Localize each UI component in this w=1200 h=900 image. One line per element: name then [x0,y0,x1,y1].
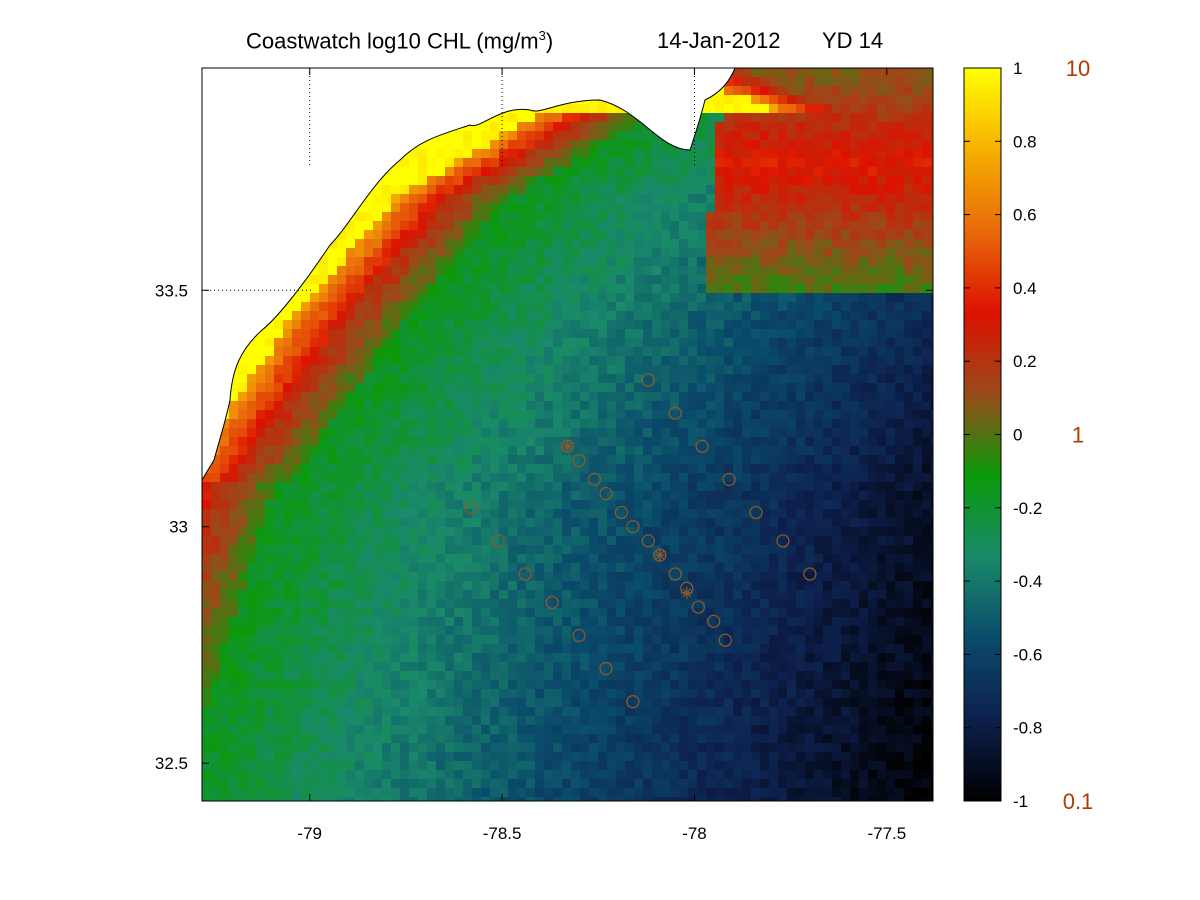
station-marker [641,534,655,548]
x-tick-label: -77.5 [867,824,906,843]
title-date: 14-Jan-2012 [657,28,781,53]
station-star-marker [653,549,666,562]
colorbar-linear-label: 1 [1072,423,1084,448]
station-marker [518,567,532,581]
colorbar-linear-labels: 10 1 0.1 [1063,56,1094,814]
station-marker [626,520,640,534]
colorbar-tick-label: -0.4 [1013,572,1042,591]
colorbar-ticks: 1 0.8 0.6 0.4 0.2 0 -0.2 -0.4 -0.6 -0.8 -1 [964,59,1042,811]
title-product-text: Coastwatch log10 CHL (mg/m [246,28,539,54]
station-marker [695,439,709,453]
station-marker [599,661,613,676]
x-tick-label: -79 [297,824,322,843]
station-marker [572,453,586,468]
colorbar-linear-label: 10 [1066,56,1090,81]
station-marker [464,501,478,515]
colorbar-tick-label: 0.6 [1013,206,1037,225]
land-area [202,68,736,481]
station-marker [707,614,721,628]
station-marker [803,567,817,581]
station-marker [545,595,559,610]
x-axis: -79 -78.5 -78 -77.5 [297,68,906,843]
colorbar: 1 0.8 0.6 0.4 0.2 0 -0.2 -0.4 -0.6 -0.8 -1 10 1 0.1 [963,56,1094,814]
colorbar-tick-label: -0.8 [1013,719,1042,738]
y-tick-label: 33.5 [155,281,188,300]
y-tick-label: 33 [169,518,188,537]
station-marker [626,695,640,709]
colorbar-tick-label: -0.6 [1013,645,1042,664]
station-marker [718,633,732,647]
station-marker [599,486,613,501]
colorbar-tick-label: -1 [1013,792,1028,811]
station-marker [491,534,505,548]
station-star-marker [561,440,574,453]
station-marker [776,534,790,548]
colorbar-tick-label: 1 [1013,59,1022,78]
station-marker [722,472,736,487]
title-yearday: YD 14 [822,28,884,53]
x-tick-label: -78.5 [483,824,522,843]
title-product: Coastwatch log10 CHL (mg/m3) [246,28,553,54]
x-tick-label: -78 [682,824,707,843]
station-marker [641,373,655,387]
colorbar-tick-label: 0 [1013,426,1022,445]
y-axis: 33.5 33 32.5 [155,281,933,773]
colorbar-tick-label: -0.2 [1013,499,1042,518]
station-marker [691,600,705,614]
station-marker [572,628,586,643]
colorbar-scale [963,67,1002,802]
station-marker [587,472,602,487]
figure-title: Coastwatch log10 CHL (mg/m3) 14-Jan-2012… [0,0,1200,60]
title-product-close: ) [545,28,554,54]
chlorophyll-map: -79 -78.5 -78 -77.5 33.5 33 32.5 [155,67,934,843]
colorbar-tick-label: 0.4 [1013,279,1037,298]
colorbar-tick-label: 0.8 [1013,132,1037,151]
station-star-marker [680,586,693,599]
colorbar-tick-label: 0.2 [1013,352,1037,371]
title-unit-exponent: 3 [538,28,546,43]
plot-frame [201,67,934,802]
colorbar-linear-label: 0.1 [1063,789,1094,814]
station-marker [668,567,682,581]
station-marker [614,505,629,520]
station-marker [668,406,682,420]
station-marker [749,505,763,520]
station-markers [464,373,817,709]
y-tick-label: 32.5 [155,754,188,773]
graticule [202,68,695,291]
